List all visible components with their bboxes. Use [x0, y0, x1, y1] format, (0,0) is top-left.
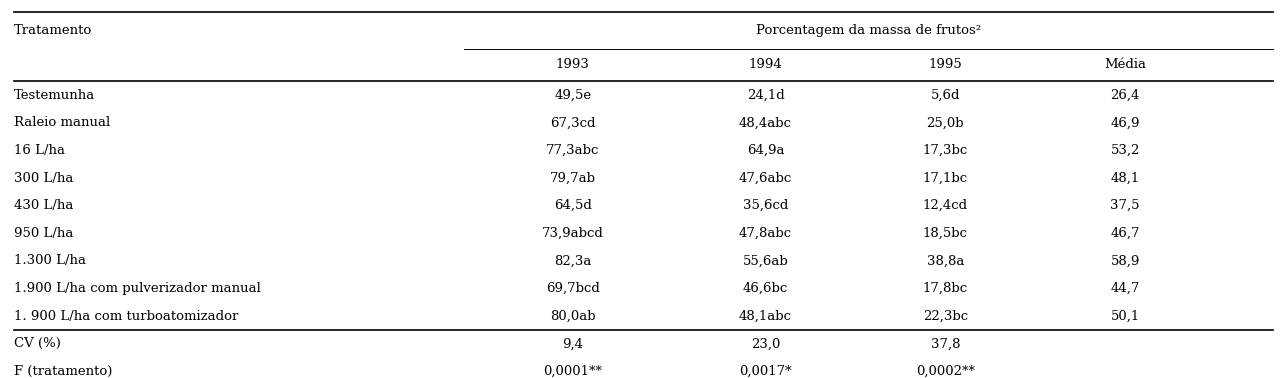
- Text: 16 L/ha: 16 L/ha: [14, 144, 66, 157]
- Text: 12,4cd: 12,4cd: [923, 199, 968, 212]
- Text: 69,7bcd: 69,7bcd: [546, 282, 600, 295]
- Text: 950 L/ha: 950 L/ha: [14, 227, 73, 240]
- Text: 53,2: 53,2: [1111, 144, 1140, 157]
- Text: CV (%): CV (%): [14, 337, 60, 350]
- Text: 82,3a: 82,3a: [555, 254, 592, 267]
- Text: 46,9: 46,9: [1111, 116, 1140, 129]
- Text: 58,9: 58,9: [1111, 254, 1140, 267]
- Text: 1. 900 L/ha com turboatomizador: 1. 900 L/ha com turboatomizador: [14, 310, 238, 323]
- Text: 430 L/ha: 430 L/ha: [14, 199, 73, 212]
- Text: 17,1bc: 17,1bc: [923, 172, 968, 184]
- Text: 80,0ab: 80,0ab: [550, 310, 596, 323]
- Text: 47,6abc: 47,6abc: [739, 172, 792, 184]
- Text: 49,5e: 49,5e: [555, 89, 592, 102]
- Text: 73,9abcd: 73,9abcd: [542, 227, 604, 240]
- Text: 1993: 1993: [556, 59, 589, 71]
- Text: 26,4: 26,4: [1111, 89, 1140, 102]
- Text: Tratamento: Tratamento: [14, 24, 93, 37]
- Text: 35,6cd: 35,6cd: [743, 199, 788, 212]
- Text: 0,0017*: 0,0017*: [739, 365, 792, 378]
- Text: 77,3abc: 77,3abc: [546, 144, 600, 157]
- Text: 46,7: 46,7: [1111, 227, 1140, 240]
- Text: 79,7ab: 79,7ab: [550, 172, 596, 184]
- Text: 37,5: 37,5: [1111, 199, 1140, 212]
- Text: 55,6ab: 55,6ab: [743, 254, 789, 267]
- Text: 17,3bc: 17,3bc: [923, 144, 968, 157]
- Text: 5,6d: 5,6d: [931, 89, 960, 102]
- Text: 1994: 1994: [749, 59, 782, 71]
- Text: 25,0b: 25,0b: [927, 116, 964, 129]
- Text: 18,5bc: 18,5bc: [923, 227, 968, 240]
- Text: F (tratamento): F (tratamento): [14, 365, 112, 378]
- Text: 48,1: 48,1: [1111, 172, 1140, 184]
- Text: 50,1: 50,1: [1111, 310, 1140, 323]
- Text: 38,8a: 38,8a: [927, 254, 964, 267]
- Text: 67,3cd: 67,3cd: [550, 116, 596, 129]
- Text: 17,8bc: 17,8bc: [923, 282, 968, 295]
- Text: 0,0002**: 0,0002**: [916, 365, 974, 378]
- Text: Média: Média: [1104, 59, 1147, 71]
- Text: 0,0001**: 0,0001**: [543, 365, 602, 378]
- Text: 48,1abc: 48,1abc: [739, 310, 792, 323]
- Text: 47,8abc: 47,8abc: [739, 227, 792, 240]
- Text: Porcentagem da massa de frutos²: Porcentagem da massa de frutos²: [755, 24, 981, 37]
- Text: 64,5d: 64,5d: [553, 199, 592, 212]
- Text: 64,9a: 64,9a: [746, 144, 784, 157]
- Text: 9,4: 9,4: [562, 337, 583, 350]
- Text: 23,0: 23,0: [750, 337, 780, 350]
- Text: 1995: 1995: [928, 59, 963, 71]
- Text: 48,4abc: 48,4abc: [739, 116, 792, 129]
- Text: Raleio manual: Raleio manual: [14, 116, 111, 129]
- Text: 46,6bc: 46,6bc: [743, 282, 788, 295]
- Text: 37,8: 37,8: [931, 337, 960, 350]
- Text: 1.900 L/ha com pulverizador manual: 1.900 L/ha com pulverizador manual: [14, 282, 261, 295]
- Text: 24,1d: 24,1d: [746, 89, 784, 102]
- Text: 1.300 L/ha: 1.300 L/ha: [14, 254, 86, 267]
- Text: 300 L/ha: 300 L/ha: [14, 172, 73, 184]
- Text: Testemunha: Testemunha: [14, 89, 95, 102]
- Text: 22,3bc: 22,3bc: [923, 310, 968, 323]
- Text: 44,7: 44,7: [1111, 282, 1140, 295]
